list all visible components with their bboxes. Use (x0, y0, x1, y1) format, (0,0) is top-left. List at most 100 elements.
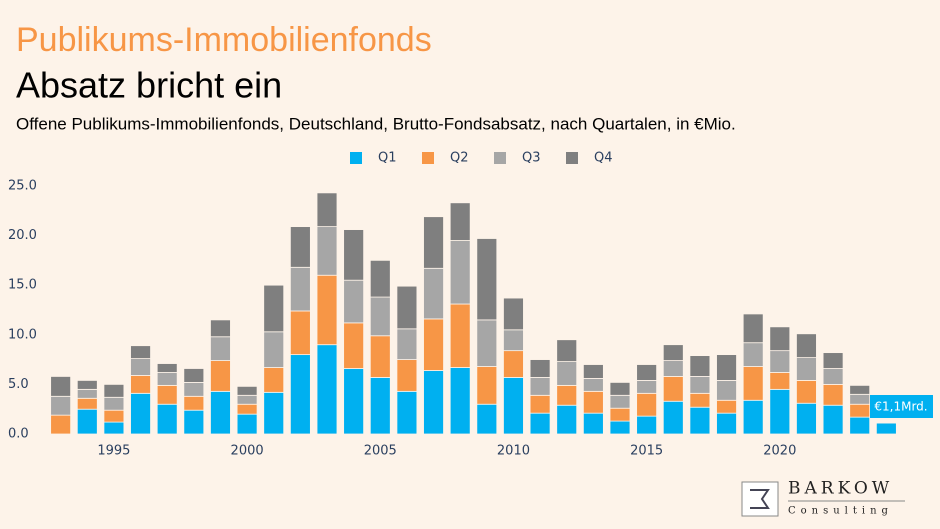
bar-segment (476, 403, 498, 435)
x-tick-label: 2020 (763, 444, 796, 459)
bar-segment (210, 360, 231, 392)
bar-segment (662, 376, 684, 402)
annotation-box (870, 395, 933, 418)
bar-segment (289, 266, 311, 312)
bar-segment (822, 368, 844, 385)
bar-segment (210, 319, 231, 338)
bar-segment (130, 358, 151, 376)
bar-segment (476, 319, 498, 367)
chart-title: Publikums-Immobilienfonds (16, 21, 432, 59)
bar-segment (369, 259, 391, 298)
bar-segment (556, 339, 578, 362)
bar-segment (582, 412, 604, 435)
bar-segment (183, 368, 205, 383)
bar-segment (316, 226, 338, 276)
bar-segment (556, 384, 578, 406)
bar-segment (609, 381, 631, 396)
legend-label: Q1 (378, 151, 397, 166)
bar-segment (609, 420, 631, 435)
bar-segment (156, 372, 178, 386)
bar-segment (130, 392, 151, 435)
bar-segment (822, 352, 844, 369)
bar-segment (849, 393, 871, 405)
annotation: €1,1Mrd. (874, 400, 927, 414)
bar-segment (849, 384, 871, 395)
bar-segment (849, 403, 871, 418)
logo-name: BARKOW (788, 479, 893, 499)
bar-segment (582, 378, 604, 392)
bar-segment (503, 297, 524, 331)
bar-segment (103, 396, 125, 411)
bar-segment (769, 326, 791, 352)
bar-segment (423, 318, 444, 371)
bar-segment (609, 394, 631, 409)
bar-segment (50, 376, 72, 397)
logo-mark (750, 489, 770, 509)
bar-segment (236, 413, 258, 435)
bar-segment (343, 279, 365, 324)
legend-swatch (422, 152, 434, 164)
logo-icon (741, 481, 779, 517)
logo-tagline: Consulting (788, 506, 893, 517)
bar-segment (289, 354, 311, 435)
bar-segment (662, 400, 684, 435)
bar-segment (263, 331, 285, 368)
bar-segment (396, 359, 418, 392)
x-tick-label: 2005 (364, 444, 397, 459)
bar-segment (503, 329, 524, 352)
bar-segment (769, 388, 791, 435)
bar-segment (396, 390, 418, 435)
bar-segment (369, 377, 391, 435)
y-tick-label: 25.0 (8, 178, 37, 193)
bar-segment (849, 416, 871, 435)
chart-subtitle: Absatz bricht ein (16, 65, 282, 106)
bar-segment (716, 354, 737, 381)
bar-segment (503, 350, 524, 378)
bar-segment (582, 364, 604, 379)
bar-segment (263, 284, 285, 333)
bar-segment (236, 403, 258, 415)
bar-segment (449, 202, 471, 241)
x-tick-label: 2000 (231, 444, 264, 459)
bar-segment (183, 409, 205, 435)
bar-segment (742, 366, 764, 401)
bar-segment (449, 367, 471, 435)
bar-segment (76, 408, 98, 435)
bar-segment (742, 342, 764, 367)
bar-segment (423, 370, 444, 435)
bar-segment (369, 335, 391, 378)
bar-segment (822, 404, 844, 435)
y-tick-label: 5.0 (8, 377, 29, 392)
bar-segment (183, 381, 205, 397)
bar-segment (343, 368, 365, 435)
bar-segment (796, 333, 817, 358)
bar-segment (343, 322, 365, 369)
bar-segment (210, 336, 231, 361)
bar-segment (103, 409, 125, 423)
bar-segment (689, 392, 711, 408)
bar-segment (742, 313, 764, 344)
bar-segment (449, 303, 471, 368)
bar-segment (236, 394, 258, 405)
bar-segment (716, 399, 737, 414)
bar-segment (796, 380, 817, 404)
legend-label: Q3 (522, 151, 541, 166)
x-tick-label: 2010 (497, 444, 530, 459)
legend-swatch (350, 152, 362, 164)
x-tick-label: 2015 (630, 444, 663, 459)
bar-segment (369, 296, 391, 337)
bar-segment (716, 412, 737, 435)
bar-segment (156, 403, 178, 435)
bar-segment (529, 359, 551, 378)
bar-segment (50, 395, 72, 416)
bar-segment (156, 384, 178, 405)
bar-segment (396, 285, 418, 330)
legend-swatch (494, 152, 506, 164)
bar-segment (636, 415, 658, 435)
y-tick-label: 15.0 (8, 278, 37, 293)
bar-segment (529, 394, 551, 414)
bar-segment (796, 357, 817, 381)
bar-segment (556, 404, 578, 435)
y-tick-label: 0.0 (8, 427, 29, 442)
